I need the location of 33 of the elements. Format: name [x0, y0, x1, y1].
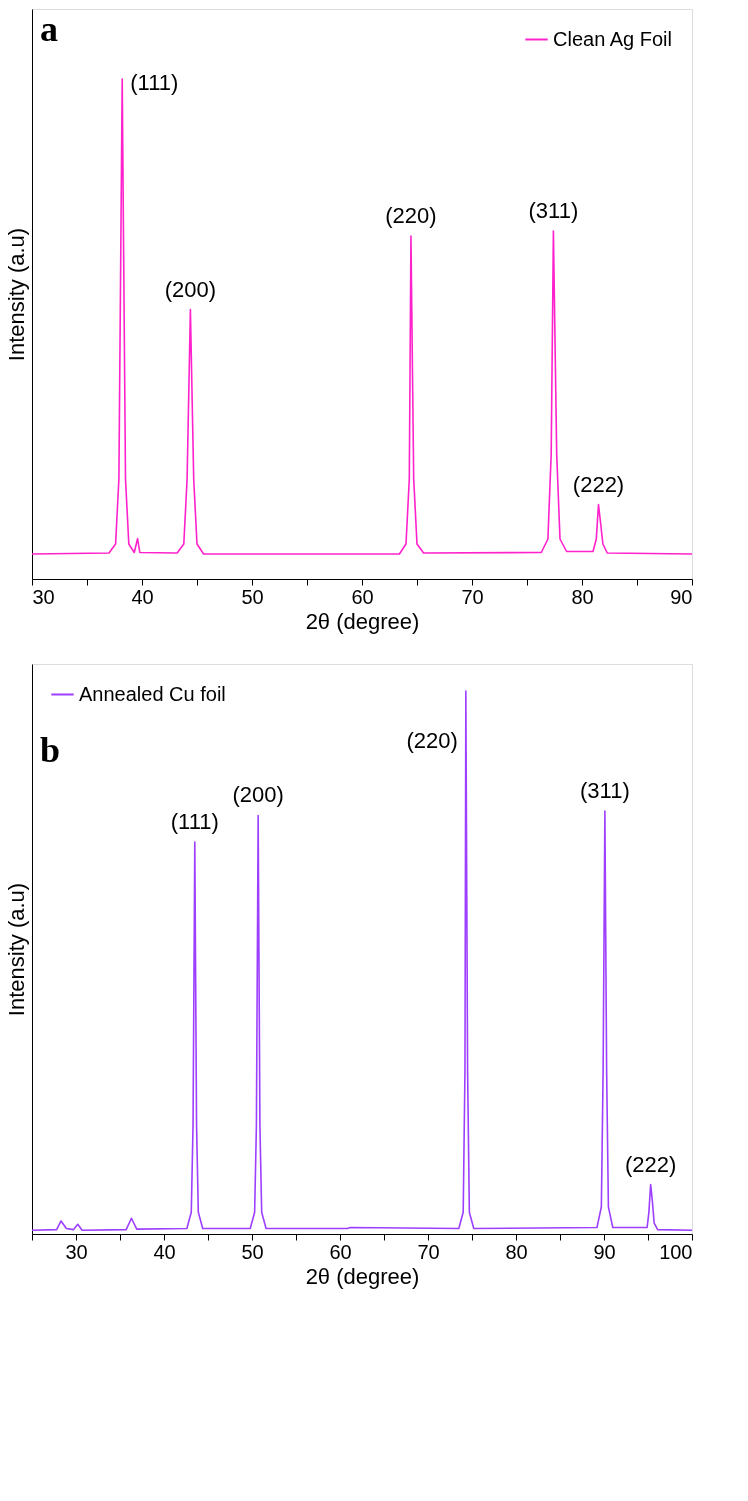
annotation: (311)	[580, 778, 630, 804]
x-tick-label: 90	[670, 585, 693, 608]
x-tick-label: 70	[417, 1240, 440, 1263]
x-tick-label: 30	[32, 585, 55, 608]
annotation: (222)	[572, 471, 625, 497]
x-tick-label: 50	[241, 1240, 264, 1263]
legend-label: Clean Ag Foil	[553, 27, 672, 50]
annotation: (111)	[170, 809, 219, 835]
x-tick-label: 40	[153, 1240, 176, 1263]
x-tick-label: 80	[505, 1240, 528, 1263]
x-tick-label: 60	[329, 1240, 352, 1263]
x-axis-title: 2θ (degree)	[305, 1263, 420, 1289]
annotation: (200)	[232, 782, 284, 808]
x-tick-label: 70	[461, 585, 484, 608]
text: a	[40, 9, 58, 49]
annotation: (311)	[528, 198, 579, 223]
annotation: (222)	[624, 1151, 677, 1177]
annotation: b	[40, 730, 61, 770]
x-axis-title: 2θ (degree)	[305, 608, 420, 634]
x-tick-label: 30	[65, 1240, 88, 1263]
x-tick-label: 50	[241, 585, 264, 608]
x-tick-label: 100	[659, 1240, 693, 1263]
x-tick-label: 90	[593, 1240, 616, 1263]
annotation: (200)	[164, 276, 217, 302]
y-axis-title: Intensity (a.u)	[3, 882, 29, 1017]
y-axis-title: Intensity (a.u)	[3, 227, 29, 362]
legend-label: Annealed Cu foil	[79, 682, 226, 705]
annotation: (111)	[130, 70, 179, 95]
x-tick-label: 60	[351, 585, 374, 608]
annotation: (220)	[385, 203, 437, 228]
x-tick-label: 40	[131, 585, 154, 608]
annotation: (220)	[406, 728, 458, 754]
x-tick-label: 80	[571, 585, 594, 608]
